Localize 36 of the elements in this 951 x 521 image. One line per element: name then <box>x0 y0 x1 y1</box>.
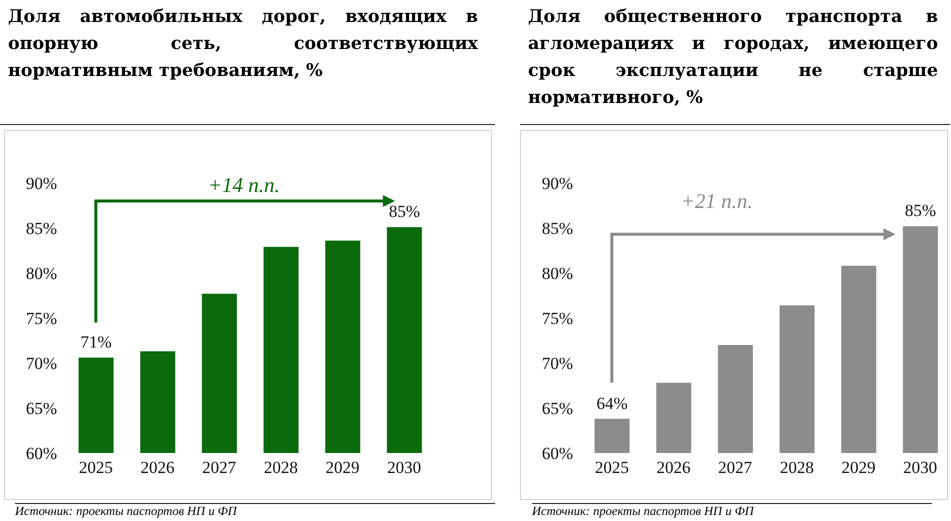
y-tick-label: 60% <box>26 444 57 464</box>
y-tick-label: 85% <box>542 219 573 238</box>
data-label: 64% <box>596 394 628 413</box>
chart-title: Доля автомобильных дорог, входящих в опорную сеть, соответствующих нормативным требованиям, % <box>8 6 478 83</box>
annotation: +21 п.п. <box>680 188 754 214</box>
annotation: +14 п.п. <box>206 172 281 198</box>
text: Источник: проекты паспортов НП и ФП <box>532 503 932 519</box>
y-tick-label: 65% <box>542 399 573 418</box>
x-tick-label: 2026 <box>140 458 174 478</box>
x-tick-label: 2025 <box>594 458 629 478</box>
x-tick-label: 2027 <box>202 458 237 478</box>
chart-title: Доля общественного транспорта в агломерациях и городах, имеющего срок эксплуатации не старше нормативного, % <box>528 6 938 110</box>
y-tick-label: 75% <box>26 309 57 328</box>
x-tick-label: 2028 <box>264 458 298 478</box>
y-tick-label: 70% <box>26 354 57 374</box>
x-tick-label: 2029 <box>326 458 360 478</box>
y-tick-label: 85% <box>26 219 57 238</box>
x-tick-label: 2030 <box>387 458 422 478</box>
y-tick-label: 65% <box>26 399 57 418</box>
x-tick-label: 2030 <box>903 458 938 478</box>
y-tick-label: 60% <box>542 444 573 464</box>
x-tick-label: 2025 <box>78 458 113 478</box>
y-tick-label: 80% <box>542 264 573 284</box>
x-tick-label: 2029 <box>842 458 876 478</box>
y-tick-label: 75% <box>542 309 573 328</box>
y-tick-label: 70% <box>542 354 573 374</box>
text: Источник: проекты паспортов НП и ФП <box>15 503 495 519</box>
data-label: 71% <box>80 332 112 352</box>
y-tick-label: 90% <box>26 174 57 194</box>
x-tick-label: 2028 <box>780 458 814 478</box>
data-label: 85% <box>904 201 936 220</box>
data-label: 85% <box>388 202 420 222</box>
x-tick-label: 2027 <box>718 458 753 478</box>
y-tick-label: 90% <box>542 174 573 194</box>
y-tick-label: 80% <box>26 264 57 284</box>
x-tick-label: 2026 <box>656 458 690 478</box>
